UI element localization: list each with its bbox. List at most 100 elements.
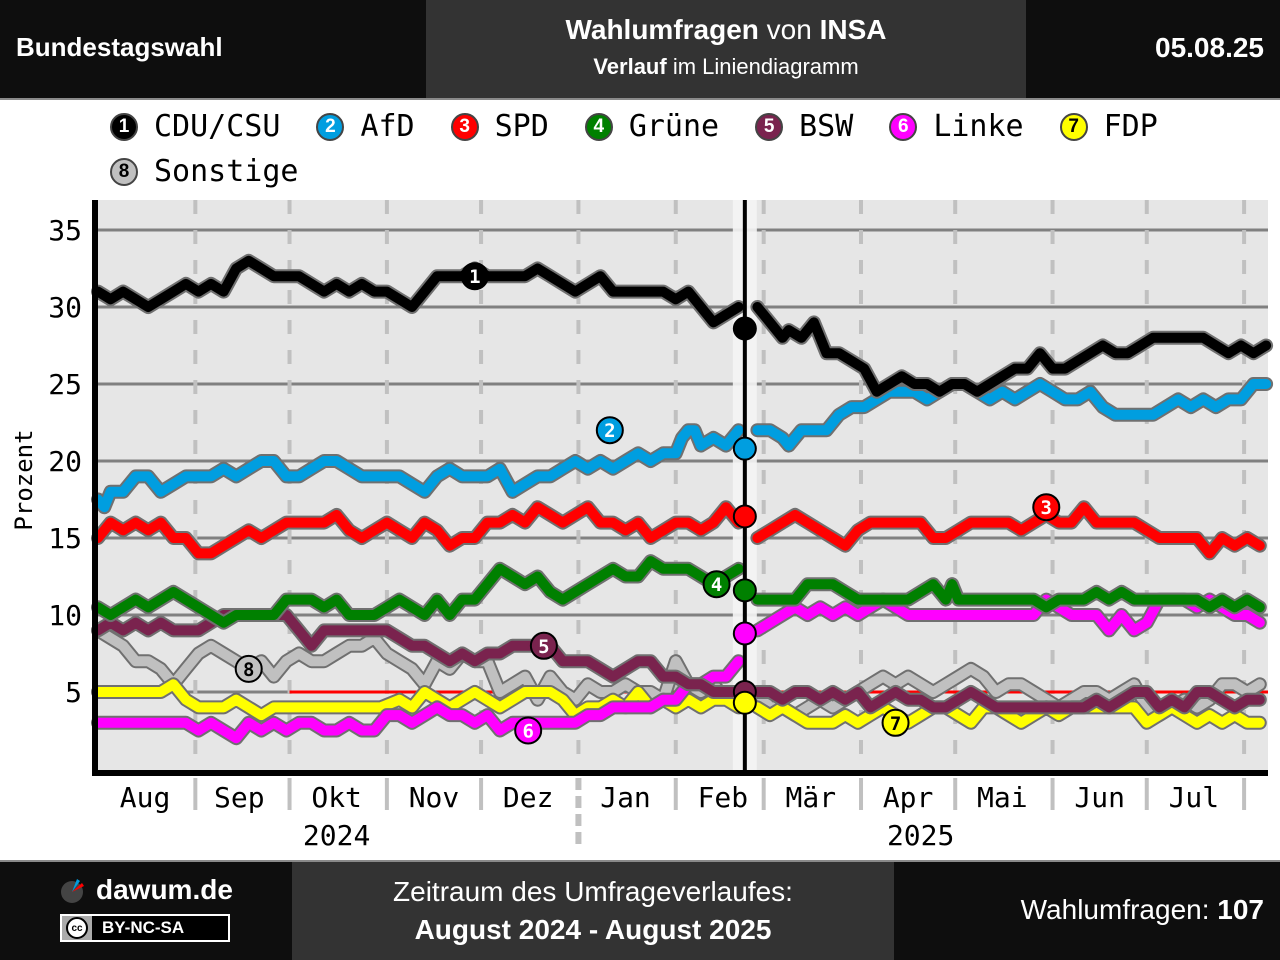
legend-marker-icon: 1	[110, 112, 138, 141]
legend-marker-icon: 8	[110, 157, 138, 186]
legend-marker-icon: 3	[450, 112, 479, 141]
series-number-label: 6	[522, 721, 533, 743]
series-number-marker	[529, 631, 558, 660]
series-number-label: 3	[1041, 497, 1052, 519]
series-line	[752, 502, 1265, 559]
election-result-marker	[732, 578, 757, 603]
series-line	[93, 656, 744, 744]
series-line	[752, 379, 1272, 451]
legend-marker-icon: 2	[316, 112, 345, 141]
poll-count: Wahlumfragen: 107	[1021, 894, 1264, 926]
time-range-block: Zeitraum des Umfrageverlaufes: August 20…	[292, 862, 894, 960]
series-number-marker	[514, 716, 543, 745]
cc-icon: cc	[62, 916, 92, 940]
series-line	[752, 687, 1265, 713]
x-tick-label: Jan	[600, 781, 651, 814]
legend-item-fdp[interactable]: 7 FDP	[1059, 104, 1158, 149]
title-part-institute: INSA	[819, 14, 887, 45]
x-tick-label: Aug	[120, 781, 171, 814]
y-tick-label: 25	[48, 368, 82, 401]
series-number-marker	[234, 654, 263, 683]
y-axis-label: Prozent	[10, 429, 38, 530]
x-tick-label: Okt	[311, 781, 362, 814]
series-number-label: 8	[243, 659, 254, 681]
legend-marker-icon: 6	[889, 112, 918, 141]
legend-item-sonstige[interactable]: 8 Sonstige	[110, 149, 299, 194]
series-line	[93, 625, 744, 705]
series-bsw	[91, 608, 1267, 715]
poll-count-value: 107	[1217, 894, 1264, 925]
x-tick-label: Feb	[698, 781, 749, 814]
x-tick-label: Mai	[977, 781, 1028, 814]
subtitle-part-rest: im Liniendiagramm	[666, 54, 859, 79]
legend: 1 CDU/CSU 2 AfD 3 SPD 4 Grüne 5 BSW 6 Linke 7 FDP 8 Son…	[110, 104, 1230, 194]
y-tick-label: 30	[48, 291, 82, 324]
x-tick-label: Apr	[883, 781, 934, 814]
subtitle-part-verlauf: Verlauf	[593, 54, 667, 79]
legend-label: SPD	[494, 109, 549, 144]
x-tick-label: Nov	[409, 781, 460, 814]
legend-item-cdu-csu[interactable]: 1 CDU/CSU	[110, 104, 280, 149]
series-number-marker	[460, 262, 489, 291]
legend-item-afd[interactable]: 2 AfD	[316, 104, 415, 149]
legend-item-bsw[interactable]: 5 BSW	[755, 104, 853, 149]
x-tick-label: Jul	[1169, 781, 1220, 814]
title-part-polls: Wahlumfragen	[565, 14, 759, 45]
series-line	[93, 425, 744, 513]
legend-marker-icon: 4	[584, 112, 613, 141]
series-afd	[91, 377, 1274, 515]
series-number-label: 2	[604, 420, 615, 442]
election-result-marker	[732, 436, 757, 461]
y-tick-label: 15	[48, 522, 82, 555]
chart-title: Wahlumfragen von INSA	[426, 14, 1026, 46]
series-number-label: 5	[538, 636, 549, 658]
legend-marker-icon: 5	[755, 112, 784, 141]
site-name: dawum.de	[96, 874, 233, 905]
legend-item-grüne[interactable]: 4 Grüne	[584, 104, 720, 149]
x-tick-label: Dez	[503, 781, 554, 814]
series-line	[752, 302, 1272, 397]
series-number-label: 4	[711, 574, 722, 596]
series-line	[93, 610, 744, 697]
series-line	[93, 556, 744, 628]
dawum-logo[interactable]: dawum.de	[58, 874, 233, 906]
series-number-marker	[595, 416, 624, 445]
pie-logo-icon	[61, 879, 84, 903]
y-tick-label: 10	[48, 599, 82, 632]
series-number-marker	[1032, 493, 1061, 522]
y-tick-label: 35	[48, 214, 82, 247]
election-result-marker	[732, 316, 757, 341]
title-part-von: von	[758, 14, 820, 45]
legend-item-linke[interactable]: 6 Linke	[889, 104, 1024, 149]
series-number-marker	[881, 708, 910, 737]
legend-item-spd[interactable]: 3 SPD	[450, 104, 549, 149]
legend-label: BSW	[799, 109, 854, 144]
legend-label: FDP	[1103, 109, 1158, 144]
time-range-value: August 2024 - August 2025	[414, 914, 772, 945]
x-year-label: 2025	[887, 819, 954, 852]
legend-label: Linke	[933, 109, 1024, 144]
header-divider	[0, 98, 1280, 100]
y-tick-label: 20	[48, 445, 82, 478]
license-badge[interactable]: cc BY-NC-SA	[60, 914, 230, 942]
x-year-label: 2024	[303, 819, 370, 852]
series-number-marker	[702, 570, 731, 599]
poll-count-label: Wahlumfragen:	[1020, 894, 1218, 925]
header-title-block: Wahlumfragen von INSA Verlauf im Liniend…	[426, 0, 1026, 98]
legend-label: Grüne	[628, 109, 720, 144]
x-tick-label: Mär	[785, 781, 836, 814]
legend-marker-icon: 7	[1059, 112, 1088, 141]
election-name: Bundestagswahl	[16, 32, 223, 62]
series-line	[752, 579, 1265, 613]
y-tick-label: 5	[65, 676, 82, 709]
series-line	[93, 502, 744, 559]
header-date: 05.08.25	[1155, 32, 1264, 63]
footer: dawum.de cc BY-NC-SA Zeitraum des Umfrag…	[0, 860, 1280, 960]
license-label: BY-NC-SA	[102, 918, 185, 937]
legend-label: AfD	[360, 109, 415, 144]
x-tick-label: Sep	[214, 781, 265, 814]
election-result-marker	[732, 621, 757, 646]
election-result-marker	[732, 504, 757, 529]
x-tick-label: Jun	[1074, 781, 1125, 814]
series-spd	[91, 500, 1267, 561]
